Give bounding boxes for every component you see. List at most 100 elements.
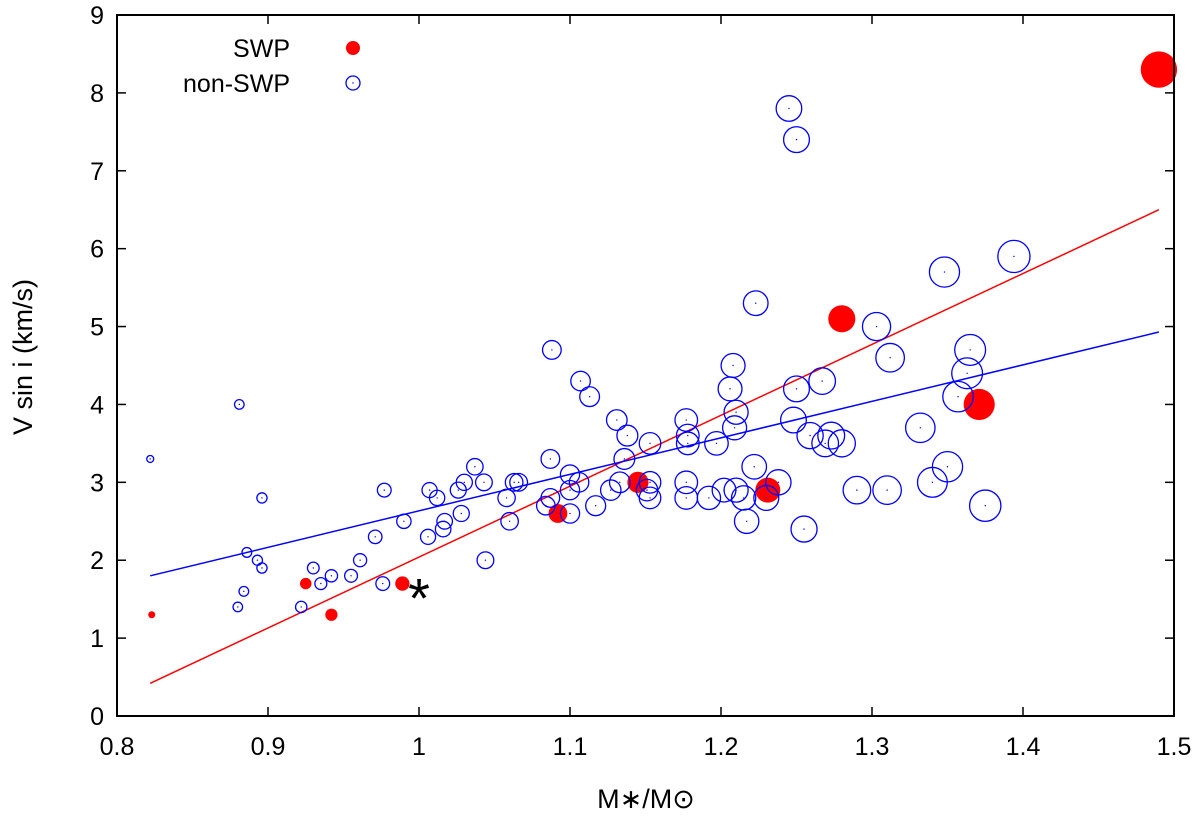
non-swp-point [742,290,769,317]
non-swp-point-center [919,427,922,429]
non-swp-point-center [569,473,571,476]
non-swp-point [455,473,474,492]
non-swp-point [928,256,961,288]
y-axis: 0 1 2 3 4 5 6 7 8 9 [90,2,1174,731]
swp-point [300,577,312,590]
non-swp-point [675,431,700,456]
non-swp-point [638,486,662,510]
non-swp-point [434,520,452,538]
x-axis-title: M∗/M⊙ [597,784,695,814]
non-swp-point-center [969,349,971,351]
non-swp-point [720,352,746,379]
non-swp-point-center [649,497,651,499]
non-swp-point-center [803,528,805,530]
non-swp-point-center [483,481,485,484]
x-tick-label: 0.8 [100,733,135,761]
non-swp-point [608,471,631,494]
legend-label-non-swp: non-SWP [183,70,290,98]
non-swp-point [466,457,484,476]
non-swp-point [942,380,974,413]
non-swp-point-center [821,380,823,382]
non-swp-point-center [735,489,737,491]
y-tick-label: 6 [90,236,104,264]
non-swp-point [497,488,516,508]
non-swp-point-center [619,481,621,484]
non-swp-point-center [715,442,718,445]
non-swp-point [674,470,699,495]
non-swp-point-center [687,434,689,437]
non-swp-point [638,431,662,455]
non-swp-point-center [626,434,629,437]
non-swp-point [638,470,662,494]
non-swp-point [367,529,383,545]
y-tick-label: 1 [90,625,104,653]
non-swp-point-center [517,481,520,484]
non-swp-point-center [149,458,151,460]
y-tick-label: 8 [90,80,104,108]
non-swp-point [314,576,328,591]
non-swp-point-center [777,481,780,484]
non-swp-point [741,453,768,480]
non-swp-point-center [460,512,462,515]
y-axis-title: V sin i (km/s) [8,279,38,435]
sun-asterisk: * [408,566,430,629]
non-swp-point-center [886,489,888,491]
non-swp-point [782,126,811,154]
non-swp-point-center [579,380,582,382]
non-swp-point-center [237,606,239,608]
legend-label-swp: SWP [233,35,290,63]
non-swp-point-center [742,497,745,499]
non-swp-point [570,370,591,392]
non-swp-point-center [238,403,241,406]
non-swp-point-center [256,559,259,561]
non-swp-point-center [443,520,446,522]
non-swp-point-center [685,481,687,484]
non-swp-point-center [685,419,687,421]
non-swp-point [875,342,906,373]
non-swp-point [541,339,562,360]
swp-point [627,471,649,493]
non-swp-point-center [508,520,511,522]
legend-marker-non-swp [345,75,361,91]
x-axis: 0.8 0.9 1 1.1 1.2 1.3 1.4 1.5 [100,15,1191,761]
non-swp-point-center [569,489,571,491]
non-swp-point [817,421,846,450]
x-tick-label: 1.4 [1006,733,1041,761]
fit-line-non-swp [150,331,1160,577]
swp-point [1140,51,1178,88]
non-swp-point [396,513,412,530]
non-swp-point-center [594,505,597,507]
non-swp-point-center [312,567,314,569]
non-swp-point-center [966,372,968,374]
non-swp-point-center [792,419,795,421]
non-swp-point [765,469,792,496]
non-swp-point [540,449,561,469]
non-swp-point-center [457,489,459,491]
non-swp-point [997,239,1031,274]
non-swp-point-center [428,489,431,491]
swp-point [325,608,338,621]
non-swp-point-center [610,489,612,491]
y-tick-label: 7 [90,158,104,186]
non-swp-point [146,454,155,464]
non-swp-point-center [549,497,552,499]
non-swp-point-center [513,481,515,484]
non-swp-point-center [931,481,934,484]
x-tick-label: 1.3 [855,733,890,761]
non-swp-point-center [841,442,843,445]
non-swp-point [704,431,729,456]
swp-point [963,388,995,421]
non-swp-point [306,561,320,575]
non-swp-point-center [261,497,263,499]
non-swp-point-center [350,575,352,577]
non-swp-point [675,423,700,448]
non-swp-point-center [708,497,710,499]
non-swp-point [579,386,601,408]
non-swp-point-center [809,434,811,437]
non-swp-point-center [889,357,891,359]
non-swp-point [343,568,359,583]
non-swp-point [827,429,857,458]
non-swp-point [696,485,722,511]
non-swp-point [436,512,454,530]
y-tick-label: 9 [90,2,104,30]
